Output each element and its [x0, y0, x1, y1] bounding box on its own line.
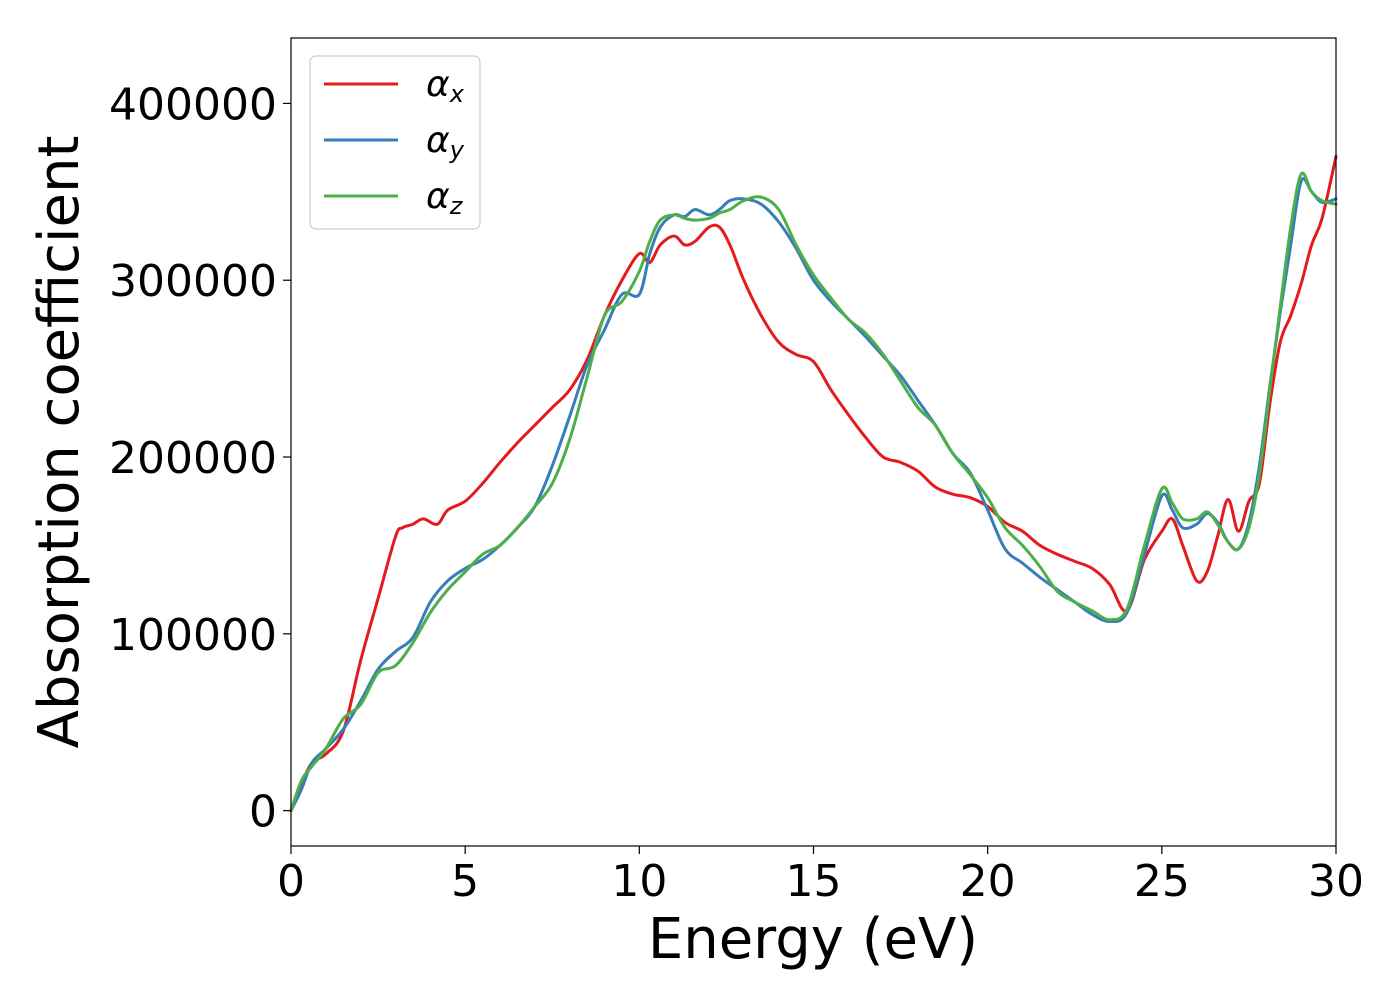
legend-label-x: αx	[426, 64, 465, 108]
y-tick-label: 100000	[109, 610, 277, 661]
series-layer	[289, 154, 1338, 813]
x-tick-label: 15	[786, 856, 842, 907]
series-line-z	[289, 171, 1338, 813]
legend-label-z: αz	[426, 176, 464, 220]
x-tick-label: 0	[277, 856, 305, 907]
x-tick-label: 10	[611, 856, 667, 907]
y-tick-label: 0	[249, 787, 277, 838]
y-axis-title: Absorption coefficient	[27, 136, 92, 749]
x-tick-label: 25	[1134, 856, 1190, 907]
y-tick-label: 200000	[109, 433, 277, 484]
legend-label-y: αy	[426, 120, 465, 164]
x-axis-ticks: 0 5 10 15 20 25 30	[277, 846, 1364, 907]
plot-frame	[290, 37, 1337, 847]
legend-box	[309, 55, 481, 230]
y-tick-label: 300000	[109, 256, 277, 307]
x-tick-label: 20	[960, 856, 1016, 907]
y-tick-label: 400000	[109, 79, 277, 130]
legend: αx αy αz	[309, 55, 481, 230]
series-line-x	[289, 154, 1338, 813]
x-tick-label: 30	[1308, 856, 1364, 907]
y-axis-ticks: 0 100000 200000 300000 400000	[109, 79, 291, 838]
x-tick-label: 5	[451, 856, 479, 907]
x-axis-title: Energy (eV)	[648, 907, 978, 972]
